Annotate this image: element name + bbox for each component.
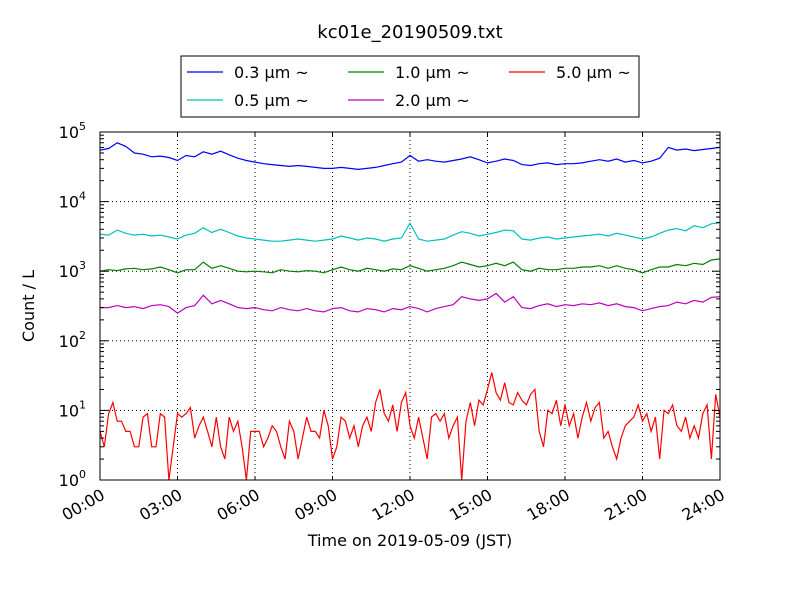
legend-label-4: 2.0 μm ~ [395,91,470,110]
x-tick-label: 03:00 [136,485,185,525]
y-tick-exponent: 3 [79,259,86,272]
y-tick-exponent: 1 [79,398,86,411]
axis-ticks: 00:00 03:00 06:00 09:00 12:00 15:00 18:00 21:00… [59,120,728,525]
y-axis-label: Count / L [19,270,38,342]
y-tick-exponent: 4 [79,190,86,203]
legend: 0.3 μm ~ 0.5 μm ~ 1.0 μm ~ 2.0 μm ~ 5.0 μm ~ [180,55,640,118]
x-tick-label: 09:00 [291,485,340,525]
x-tick-label: 24:00 [679,485,728,525]
series-line-2 [100,221,720,242]
y-tick-label: 103 [59,259,86,281]
series-line-1 [100,142,720,171]
x-tick-label: 12:00 [369,485,418,525]
y-tick-exponent: 0 [79,468,86,481]
x-tick-label: 06:00 [214,485,263,525]
y-tick-label: 104 [59,190,86,212]
x-tick-label: 21:00 [601,485,650,525]
grid [100,132,720,480]
y-tick-label: 102 [59,329,86,351]
legend-label-5: 5.0 μm ~ [556,63,631,82]
y-tick-label: 105 [59,120,86,142]
series-lines [100,142,720,480]
x-axis-label: Time on 2019-05-09 (JST) [307,531,512,550]
x-tick-label: 18:00 [524,485,573,525]
series-line-5 [100,372,720,480]
legend-label-2: 0.5 μm ~ [234,91,309,110]
y-tick-label: 101 [59,398,86,420]
y-tick-exponent: 2 [79,329,86,342]
series-line-4 [100,292,720,314]
x-tick-label: 00:00 [59,485,108,525]
legend-frame [180,55,640,118]
chart-title: kc01e_20190509.txt [317,22,502,43]
legend-label-3: 1.0 μm ~ [395,63,470,82]
y-tick-exponent: 5 [79,120,86,133]
y-tick-label: 100 [59,468,86,490]
series-line-3 [100,258,720,274]
legend-label-1: 0.3 μm ~ [234,63,309,82]
x-tick-label: 15:00 [446,485,495,525]
